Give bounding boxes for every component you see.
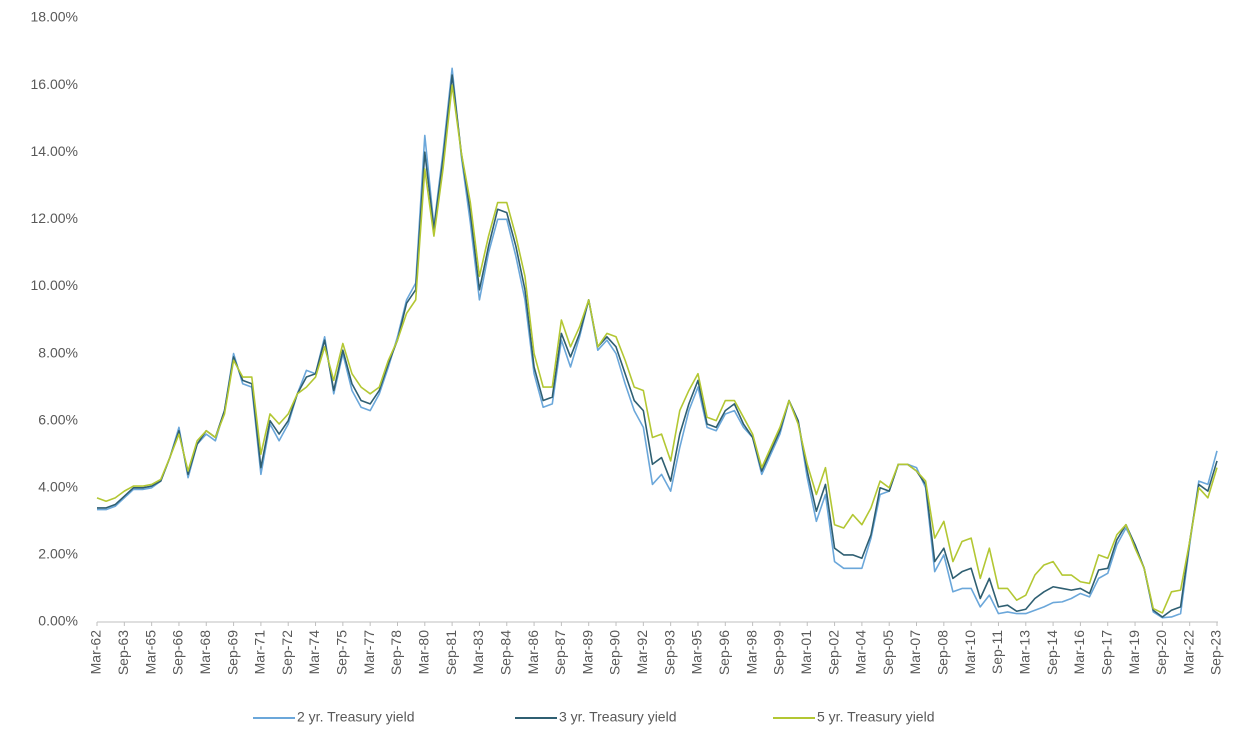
x-tick-label: Mar-22	[1180, 630, 1196, 675]
x-tick-label: Mar-83	[470, 630, 486, 675]
x-tick-label: Mar-07	[907, 630, 923, 675]
legend-label: 5 yr. Treasury yield	[817, 709, 935, 725]
x-tick-label: Mar-68	[197, 630, 213, 675]
x-tick-label: Mar-62	[88, 630, 104, 675]
x-tick-label: Mar-95	[689, 630, 705, 675]
x-tick-label: Mar-77	[361, 630, 377, 675]
x-tick-label: Sep-20	[1153, 630, 1169, 675]
x-tick-label: Mar-86	[525, 630, 541, 675]
y-tick-label: 10.00%	[31, 277, 78, 293]
x-tick-label: Sep-75	[334, 630, 350, 675]
y-tick-label: 4.00%	[38, 478, 78, 494]
x-tick-label: Sep-96	[716, 630, 732, 675]
x-tick-label: Sep-63	[115, 630, 131, 675]
x-tick-label: Sep-84	[497, 630, 513, 675]
x-tick-label: Mar-01	[798, 630, 814, 675]
x-tick-label: Sep-11	[989, 630, 1005, 674]
x-tick-label: Mar-13	[1016, 630, 1032, 675]
x-tick-label: Sep-17	[1098, 630, 1114, 675]
x-tick-label: Sep-87	[552, 630, 568, 675]
series-line	[96, 84, 1218, 614]
y-tick-label: 0.00%	[38, 613, 78, 629]
x-tick-label: Mar-65	[142, 630, 158, 675]
x-tick-label: Sep-02	[825, 630, 841, 675]
y-tick-label: 14.00%	[31, 143, 78, 159]
x-tick-label: Sep-08	[935, 630, 951, 675]
x-tick-label: Mar-80	[416, 630, 432, 675]
x-tick-label: Mar-92	[634, 630, 650, 675]
x-tick-label: Mar-16	[1071, 630, 1087, 675]
x-tick-label: Mar-04	[853, 630, 869, 675]
y-tick-label: 6.00%	[38, 411, 78, 427]
legend-label: 3 yr. Treasury yield	[559, 709, 677, 725]
y-tick-label: 2.00%	[38, 546, 78, 562]
x-tick-label: Sep-23	[1208, 630, 1224, 675]
series-line	[97, 74, 1218, 618]
legend-label: 2 yr. Treasury yield	[297, 709, 415, 725]
y-tick-label: 12.00%	[31, 210, 78, 226]
x-tick-label: Mar-19	[1126, 630, 1142, 675]
x-tick-label: Mar-98	[743, 630, 759, 675]
x-tick-label: Sep-81	[443, 630, 459, 675]
x-tick-label: Sep-90	[607, 630, 623, 675]
x-tick-label: Sep-69	[224, 630, 240, 675]
y-tick-label: 18.00%	[31, 9, 78, 25]
series-line	[97, 67, 1218, 619]
x-tick-label: Mar-89	[579, 630, 595, 675]
x-tick-label: Sep-72	[279, 630, 295, 675]
x-tick-label: Mar-10	[962, 630, 978, 675]
x-tick-label: Sep-14	[1044, 630, 1060, 675]
x-tick-label: Mar-71	[252, 630, 268, 675]
y-tick-label: 16.00%	[31, 76, 78, 92]
x-tick-label: Mar-74	[306, 630, 322, 675]
x-tick-label: Sep-05	[880, 630, 896, 675]
x-tick-label: Sep-78	[388, 630, 404, 675]
y-tick-label: 8.00%	[38, 344, 78, 360]
x-tick-label: Sep-66	[170, 630, 186, 675]
x-tick-label: Sep-93	[661, 630, 677, 675]
x-tick-label: Sep-99	[771, 630, 787, 675]
